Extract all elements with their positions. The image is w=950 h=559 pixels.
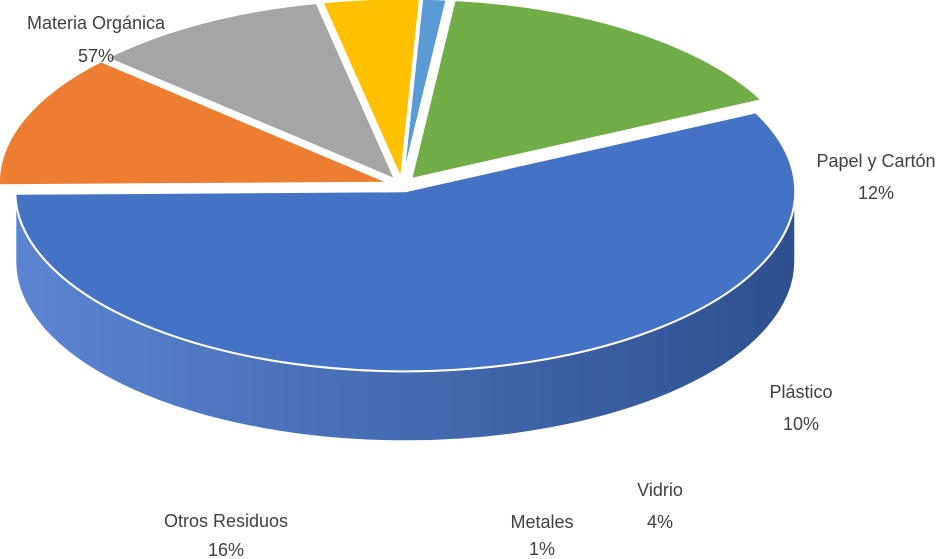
slice-otros-residuos <box>410 0 763 180</box>
slice-percent: 10% <box>783 414 819 434</box>
slice-materia-organica <box>14 111 797 373</box>
slice-name: Papel y Cartón <box>816 151 935 171</box>
slice-name: Otros Residuos <box>164 511 288 531</box>
slice-name: Materia Orgánica <box>27 13 166 33</box>
slice-vidrio <box>321 0 421 180</box>
slice-label-papel-carton: Papel y Cartón 12% <box>816 151 935 203</box>
slice-metales <box>402 0 448 180</box>
slice-label-otros-residuos: Otros Residuos 16% <box>164 511 288 559</box>
slice-percent: 1% <box>529 539 555 559</box>
slice-name: Vidrio <box>637 480 683 500</box>
pie-tops <box>0 0 797 373</box>
slice-label-materia-organica: Materia Orgánica 57% <box>27 13 166 66</box>
slice-percent: 16% <box>208 540 244 559</box>
slice-label-plastico: Plástico 10% <box>769 382 832 434</box>
slice-percent: 4% <box>647 512 673 532</box>
slice-percent: 12% <box>858 183 894 203</box>
slice-plastico <box>106 2 397 181</box>
slice-name: Plástico <box>769 382 832 402</box>
slice-percent: 57% <box>78 46 114 66</box>
slice-label-metales: Metales 1% <box>510 512 573 559</box>
slice-label-vidrio: Vidrio 4% <box>637 480 683 532</box>
slice-papel-y-carton <box>0 60 390 187</box>
slice-name: Metales <box>510 512 573 532</box>
